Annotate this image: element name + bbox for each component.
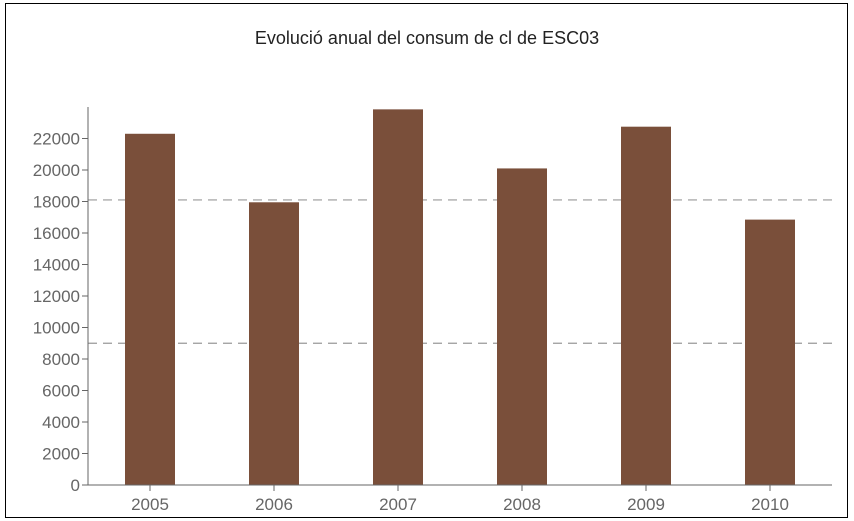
x-tick-label: 2010	[751, 495, 789, 514]
bars	[125, 109, 795, 486]
y-tick-label: 8000	[42, 350, 80, 369]
x-tick-label: 2005	[131, 495, 169, 514]
x-tick-label: 2006	[255, 495, 293, 514]
bar-2010	[745, 219, 795, 486]
reference-lines	[88, 199, 832, 344]
x-tick-label: 2008	[503, 495, 541, 514]
bar-2009	[621, 126, 671, 485]
bar-2007	[373, 109, 423, 486]
y-axis-ticks: 0 2000 4000 6000 8000 10000 12000 14000 16000 180…	[33, 130, 88, 495]
y-tick-label: 2000	[42, 445, 80, 464]
x-axis-ticks: 2005 2006 2007 2008 2009 2010	[131, 485, 789, 514]
y-tick-label: 18000	[33, 193, 80, 212]
y-tick-label: 14000	[33, 256, 80, 275]
bar-2005	[125, 133, 175, 485]
y-tick-label: 12000	[33, 287, 80, 306]
x-tick-label: 2007	[379, 495, 417, 514]
chart-title: Evolució anual del consum de cl de ESC03	[254, 28, 600, 48]
y-tick-label: 22000	[33, 130, 80, 149]
y-tick-label: 16000	[33, 224, 80, 243]
axes	[87, 107, 832, 486]
bar-2008	[497, 168, 547, 486]
y-tick-label: 10000	[33, 319, 80, 338]
y-tick-label: 4000	[42, 413, 80, 432]
y-tick-label: 0	[71, 476, 80, 495]
y-tick-label: 6000	[42, 382, 80, 401]
x-tick-label: 2009	[627, 495, 665, 514]
bar-2006	[249, 202, 299, 485]
y-tick-label: 20000	[33, 161, 80, 180]
